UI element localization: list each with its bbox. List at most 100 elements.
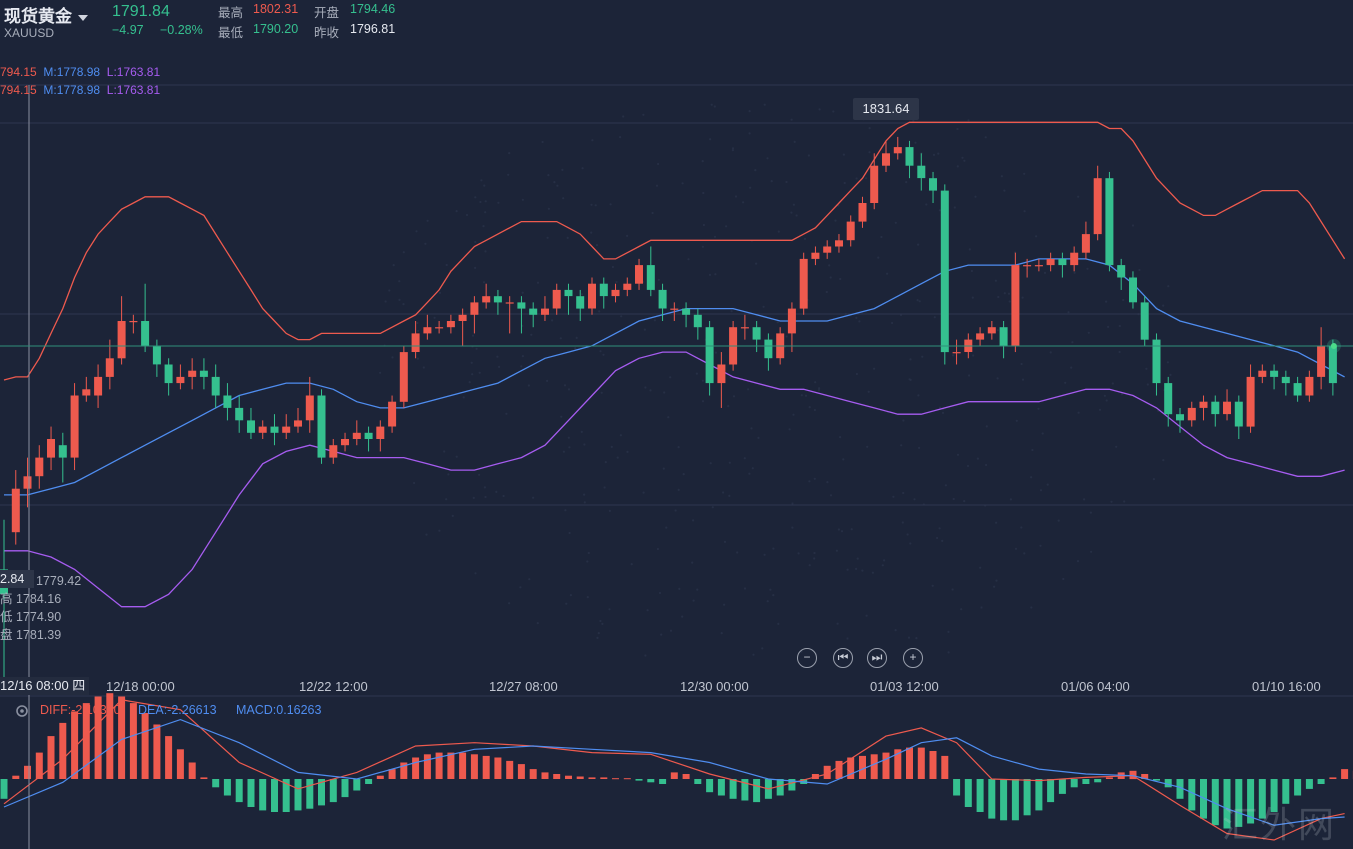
map-dot [974,195,977,198]
x-tick-label: 12/27 08:00 [489,679,558,694]
candle-body [458,314,467,321]
map-dot [839,277,842,281]
map-dot [438,291,442,294]
map-dot [952,497,955,501]
map-dot [800,394,803,397]
macd-bar [1153,779,1160,781]
map-dot [932,153,936,156]
map-dot [1077,195,1080,198]
candle-body [1199,401,1208,408]
zoom-in-button[interactable]: + [903,648,923,668]
map-dot [1023,552,1026,555]
map-dot [609,203,612,206]
map-dot [1123,500,1126,503]
map-dot [968,374,971,377]
map-dot [913,498,916,501]
macd-dea-label: DEA:-2.26613 [138,703,217,717]
map-dot [575,336,578,339]
candle-body [623,283,632,290]
map-dot [931,584,934,587]
candle-body [588,283,596,309]
candle-body [505,302,514,304]
map-dot [565,602,568,605]
map-dot [757,436,760,439]
map-dot [657,278,661,281]
zoom-out-button[interactable]: − [797,648,817,668]
map-dot [604,461,607,464]
map-dot [677,446,680,449]
map-dot [413,481,416,485]
candle-body [399,352,408,402]
candle-body [940,190,949,353]
map-dot [547,174,550,177]
map-dot [424,242,427,245]
map-dot [751,467,754,470]
map-dot [795,214,798,217]
x-tick-label: 12/30 00:00 [680,679,749,694]
candle-body [905,147,914,166]
map-dot [566,236,569,239]
map-dot [842,458,845,461]
map-dot [1021,378,1025,381]
map-dot [520,365,523,368]
macd-bar [682,774,690,779]
candle-body [129,321,138,323]
candle-body [376,426,385,439]
map-dot [521,291,524,294]
map-dot [474,196,477,199]
macd-bar [659,779,667,784]
step-forward-button[interactable]: ⏭ [867,648,887,668]
candle-body [1293,383,1302,396]
map-dot [906,533,909,536]
map-dot [465,213,469,217]
map-dot [1057,519,1060,522]
map-dot [495,490,498,493]
macd-bar [859,755,866,779]
map-dot [967,119,970,122]
map-dot [474,572,477,575]
instrument-title[interactable]: 现货黄金 [4,2,88,27]
map-dot [792,413,795,416]
map-dot [761,647,764,650]
macd-bar [1188,779,1196,811]
macd-bar [365,779,373,784]
candle-body [47,439,55,458]
map-dot [674,509,677,512]
macd-bar [1129,770,1137,780]
map-dot [610,445,613,448]
candle-body [247,420,255,433]
map-dot [611,265,615,269]
map-dot [808,480,811,483]
macd-bar [1070,779,1078,788]
step-back-button[interactable]: ⏮ [833,648,853,668]
crosshair-high: 高 1784.16 [0,592,62,606]
map-dot [871,571,875,574]
candle-body [258,426,267,433]
macd-bar [59,722,67,779]
chevron-down-icon[interactable] [78,14,88,21]
map-dot [1138,268,1141,272]
boll-low-value: L:1763.81 [106,83,161,97]
candle-body [764,339,773,359]
macd-bar [423,754,431,780]
map-dot [837,528,841,531]
candle-body [1211,401,1220,415]
map-dot [730,310,733,313]
map-dot [1037,407,1040,410]
map-dot [763,553,766,556]
gear-icon[interactable] [14,703,30,719]
map-dot [569,594,573,597]
map-dot [1110,500,1113,503]
map-dot [873,367,876,370]
macd-bar [141,713,149,779]
map-dot [1086,267,1089,270]
map-dot [527,384,531,387]
macd-bar [35,752,43,779]
map-dot [620,315,623,318]
map-dot [1105,399,1108,402]
macd-bar [447,752,455,779]
macd-bar [553,774,561,779]
macd-bar [670,772,678,779]
map-dot [416,321,419,325]
